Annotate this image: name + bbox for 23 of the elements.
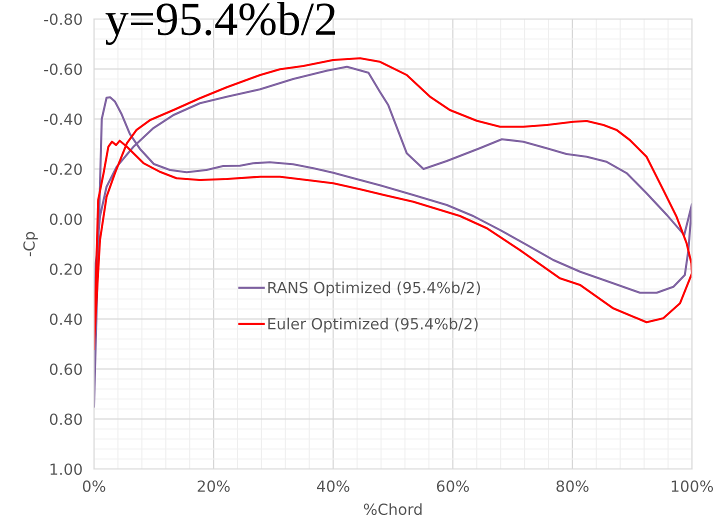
y-tick-label: 1.00 [50,463,82,476]
y-tick-label: 0.00 [50,213,82,226]
y-tick-label: 0.80 [50,413,82,426]
legend-label: Euler Optimized (95.4%b/2) [268,318,478,332]
y-tick-label: 0.60 [50,363,82,376]
y-tick-label: -0.40 [44,113,82,126]
x-axis-title: %Chord [364,503,422,516]
legend-label: RANS Optimized (95.4%b/2) [268,282,480,296]
x-tick-label: 20% [198,480,230,492]
x-tick-label: 100% [672,480,713,492]
x-tick-label: 80% [556,480,589,492]
x-tick-label: 40% [316,480,350,492]
y-tick-label: 0.20 [50,263,82,276]
y-tick-label: 0.40 [50,313,82,326]
y-tick-label: -0.20 [44,163,82,176]
y-tick-label: -0.80 [44,13,82,26]
x-tick-label: 60% [436,480,469,492]
y-axis-title: -Cp [23,232,38,256]
chart-title: y=95.4%b/2 [106,2,335,45]
line-series [94,66,692,408]
y-tick-label: -0.60 [44,63,82,76]
x-tick-label: 0% [82,480,106,492]
line-series [94,57,692,350]
